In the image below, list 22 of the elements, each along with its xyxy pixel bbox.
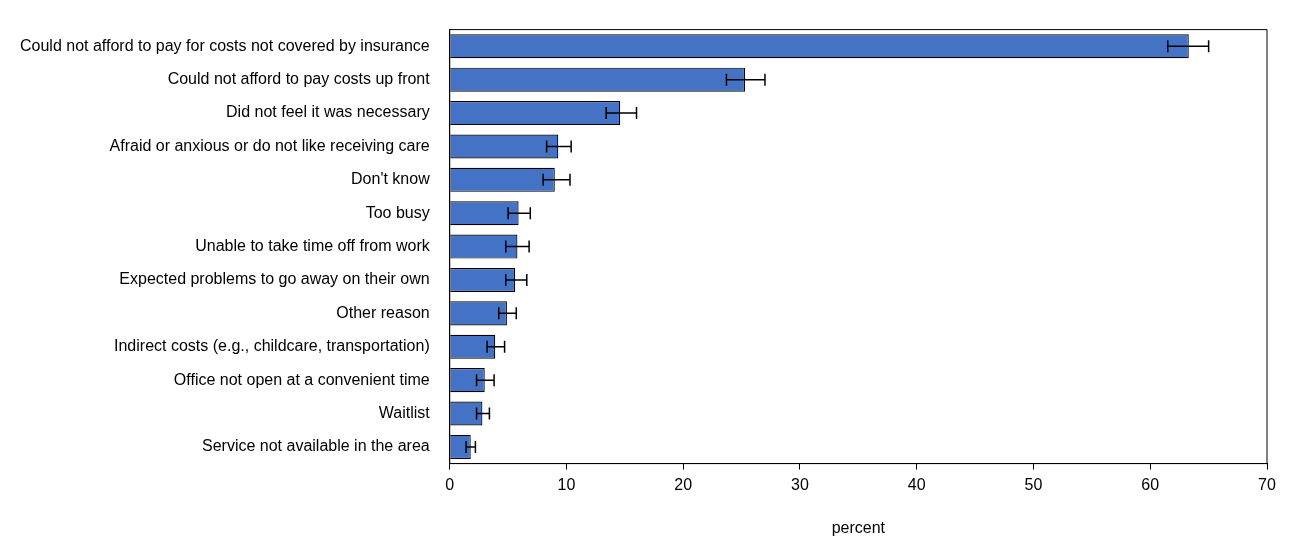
y-tick-label: Did not feel it was necessary	[226, 103, 430, 121]
x-tick-label: 60	[1141, 475, 1160, 493]
x-tick-label: 30	[791, 475, 809, 493]
y-tick-label: Other reason	[336, 303, 430, 321]
y-tick-label: Office not open at a convenient time	[173, 370, 430, 388]
y-tick-label: Too busy	[365, 203, 430, 221]
y-tick-label: Could not afford to pay costs up front	[167, 70, 431, 88]
y-tick-label: Waitlist	[378, 403, 431, 421]
x-tick-label: 50	[1024, 475, 1043, 493]
y-tick-label: Service not available in the area	[202, 437, 430, 455]
x-tick-label: 20	[674, 475, 693, 493]
y-tick-label: Unable to take time off from work	[195, 237, 431, 255]
x-tick-label: 40	[907, 475, 926, 493]
y-tick-label: Afraid or anxious or do not like receiving care	[109, 136, 430, 154]
x-tick-label: 10	[557, 475, 576, 493]
y-tick-label: Expected problems to go away on their own	[119, 270, 430, 288]
y-tick-label: Indirect costs (e.g., childcare, transportation)	[114, 337, 430, 355]
x-tick-label: 0	[445, 475, 455, 493]
x-tick-label: 70	[1258, 475, 1276, 493]
x-axis-title: percent	[831, 518, 886, 536]
y-tick-label: Could not afford to pay for costs not covered by insurance	[20, 36, 430, 54]
y-tick-label: Don't know	[351, 170, 431, 188]
